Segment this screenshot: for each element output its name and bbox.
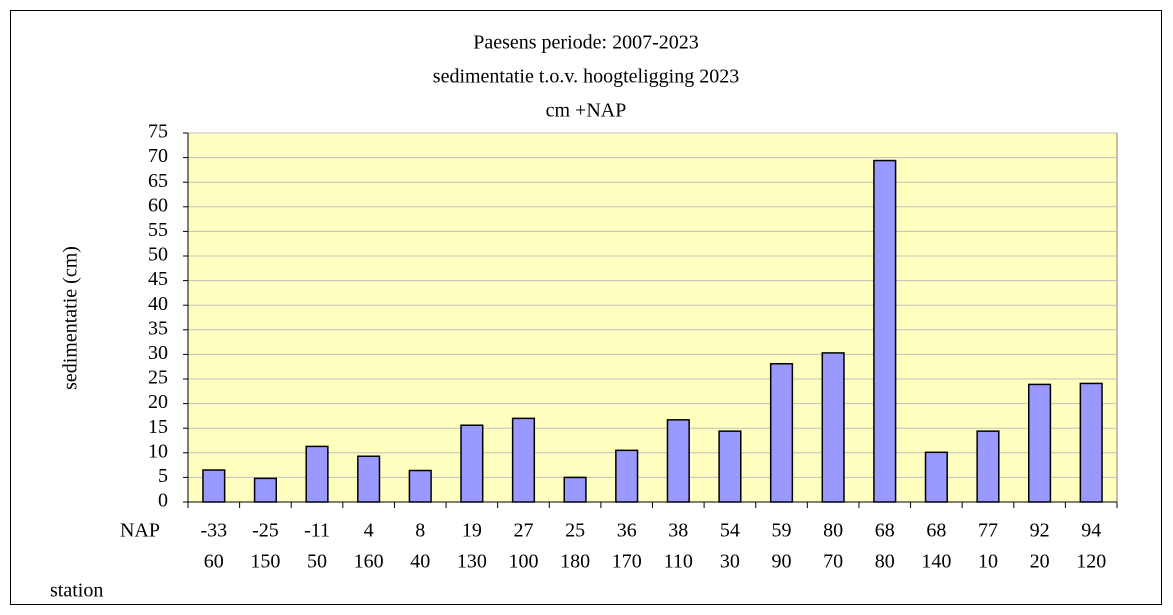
bar: [408, 469, 432, 503]
x-tick-label: 160: [354, 551, 384, 573]
x-tick-label: -11: [304, 520, 330, 542]
x-tick-label: 19: [462, 520, 482, 542]
x-tick-label: 100: [508, 551, 538, 573]
x-tick-label: 110: [664, 551, 693, 573]
x-tick-label: 180: [560, 551, 590, 573]
y-tick-label: 70: [148, 145, 168, 167]
x-tick-label: 90: [772, 551, 792, 573]
x-tick-label: 170: [612, 551, 642, 573]
x-tick-label: 25: [565, 520, 585, 542]
bar: [769, 362, 794, 503]
y-tick-label: 50: [148, 244, 168, 266]
y-tick-label: 65: [148, 170, 168, 192]
bar: [718, 430, 742, 503]
bar: [202, 469, 226, 503]
x-tick-label: 50: [307, 551, 327, 573]
x-tick-label: 150: [250, 551, 280, 573]
x-tick-label: 94: [1081, 520, 1101, 542]
x-tick-label: -33: [200, 520, 227, 542]
y-tick-label: 35: [148, 317, 168, 339]
y-tick-label: 55: [148, 219, 168, 241]
y-tick-label: 5: [158, 465, 168, 487]
x-tick-label: 60: [204, 551, 224, 573]
x-tick-label: 140: [921, 551, 951, 573]
y-tick-label: 10: [148, 440, 168, 462]
bar: [976, 430, 1000, 503]
x-tick-label: 30: [720, 551, 740, 573]
x-tick-label: 59: [772, 520, 792, 542]
x-tick-label: 27: [513, 520, 533, 542]
x-tick-label: 80: [823, 520, 843, 542]
bar: [821, 352, 845, 503]
bar: [253, 477, 278, 503]
bar: [511, 417, 536, 503]
x-tick-label: 4: [364, 520, 374, 542]
plot-background: [187, 132, 1118, 503]
x-tick-label: 36: [617, 520, 637, 542]
x-tick-label: 54: [720, 520, 740, 542]
x-tick-label: 70: [823, 551, 843, 573]
bar: [615, 449, 639, 503]
y-tick-label: 40: [148, 293, 168, 315]
x-tick-label: 68: [875, 520, 895, 542]
y-tick-label: 20: [148, 391, 168, 413]
bar: [305, 445, 329, 503]
bar: [924, 451, 948, 503]
bar: [460, 424, 484, 503]
y-tick-label: 45: [148, 268, 168, 290]
y-tick-label: 75: [148, 121, 168, 143]
y-tick-label: 0: [158, 490, 168, 512]
y-tick-label: 15: [148, 416, 168, 438]
x-tick-label: 20: [1030, 551, 1050, 573]
bar: [873, 159, 897, 503]
y-tick-label: 30: [148, 342, 168, 364]
chart-title: Paesens periode: 2007-2023: [473, 32, 699, 54]
x-tick-label: 77: [978, 520, 998, 542]
x-tick-label: -25: [252, 520, 279, 542]
y-tick-label: 60: [148, 194, 168, 216]
x-tick-label: 130: [457, 551, 487, 573]
category-level-name: station: [50, 580, 103, 602]
x-tick-label: 40: [410, 551, 430, 573]
category-level-name: NAP: [120, 520, 160, 542]
y-axis-label: sedimentatie (cm): [60, 246, 82, 390]
x-tick-label: 68: [926, 520, 946, 542]
bar: [1079, 382, 1103, 503]
x-tick-label: 120: [1076, 551, 1106, 573]
chart-title: sedimentatie t.o.v. hoogteligging 2023: [433, 66, 739, 88]
y-tick-label: 25: [148, 367, 168, 389]
x-tick-label: 10: [978, 551, 998, 573]
x-tick-label: 92: [1030, 520, 1050, 542]
chart-title: cm +NAP: [546, 100, 627, 122]
x-tick-label: 8: [415, 520, 425, 542]
bar: [563, 476, 587, 503]
bar: [666, 419, 690, 503]
bar: [357, 455, 381, 503]
bar: [1027, 383, 1052, 503]
x-tick-label: 38: [668, 520, 688, 542]
x-tick-label: 80: [875, 551, 895, 573]
